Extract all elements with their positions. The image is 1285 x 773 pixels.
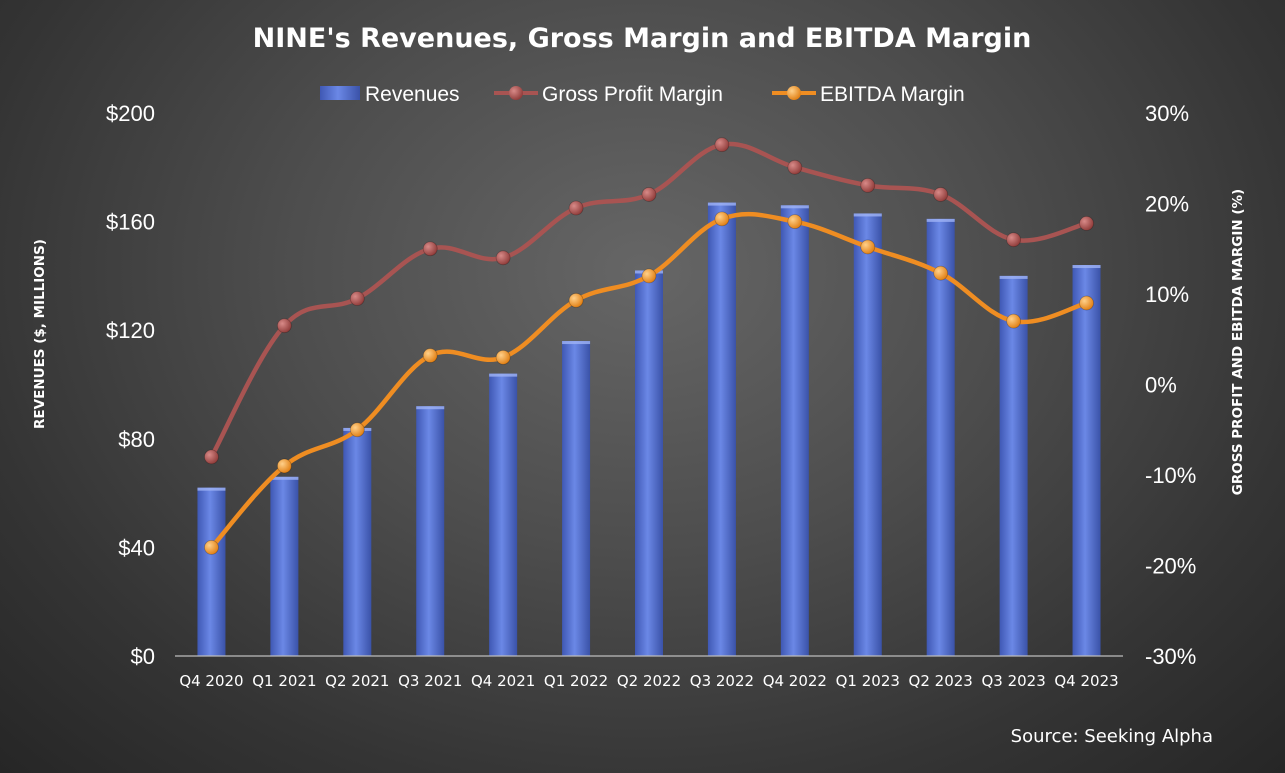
bar-revenues-cap <box>1072 265 1101 269</box>
point-gross-margin <box>641 187 657 202</box>
x-tick-label: Q4 2021 <box>471 672 535 690</box>
point-ebitda-margin <box>641 268 657 284</box>
bar-revenues-cap <box>999 275 1028 279</box>
bar-revenues <box>780 205 809 656</box>
bar-revenues <box>926 218 955 656</box>
point-ebitda-margin <box>860 239 876 255</box>
x-tick-label: Q3 2023 <box>981 672 1045 690</box>
x-tick-label: Q2 2022 <box>617 672 681 690</box>
bar-revenues-cap <box>707 202 736 206</box>
source-note: Source: Seeking Alpha <box>1011 726 1213 747</box>
x-tick-label: Q1 2021 <box>252 672 316 690</box>
bar-revenues <box>197 487 226 656</box>
x-tick-label: Q1 2023 <box>836 672 900 690</box>
legend-label-revenues: Revenues <box>365 83 460 106</box>
bar-revenues <box>635 270 663 656</box>
point-gross-margin <box>276 318 292 334</box>
bar-revenues <box>1072 265 1101 656</box>
y2-axis-title: GROSS PROFIT AND EBITDA MARGIN (%) <box>1230 189 1246 495</box>
y2-tick-label: -30% <box>1145 644 1196 669</box>
point-gross-margin <box>860 177 876 193</box>
point-ebitda-margin <box>422 348 438 363</box>
bar-revenues <box>853 213 882 656</box>
y-tick-label: $160 <box>106 210 155 235</box>
y2-tick-label: 20% <box>1145 192 1189 217</box>
point-gross-margin <box>495 250 511 266</box>
bar-revenues-cap <box>926 218 955 222</box>
y-axis-title: REVENUES ($, MILLIONS) <box>32 239 48 429</box>
point-ebitda-margin <box>495 349 511 365</box>
bar-revenues-cap <box>853 213 882 217</box>
y2-tick-label: 30% <box>1145 101 1189 126</box>
plot-area: $0 $40 $80 $120 $160 $200 -30% -20% -10% 0% 10% 20%… <box>106 101 1196 690</box>
bar-revenues-cap <box>780 205 809 209</box>
bar-revenues <box>489 373 518 656</box>
bar-revenues <box>343 427 372 656</box>
point-gross-margin <box>933 187 949 202</box>
bar-revenues-cap <box>416 406 445 410</box>
point-ebitda-margin <box>568 292 584 308</box>
bar-revenues <box>707 202 736 656</box>
bar-revenues <box>416 406 445 656</box>
y2-tick-label: -10% <box>1145 463 1196 488</box>
x-tick-label: Q2 2021 <box>325 672 389 690</box>
point-gross-margin <box>204 449 219 465</box>
point-ebitda-margin <box>349 422 365 438</box>
legend: Revenues Gross Profit Margin EBITDA Marg… <box>320 83 965 106</box>
bar-revenues-cap <box>562 341 591 345</box>
y-tick-label: $40 <box>118 535 155 560</box>
y2-tick-label: 0% <box>1145 373 1177 398</box>
point-ebitda-margin <box>933 265 949 281</box>
x-tick-label: Q4 2020 <box>179 672 243 690</box>
point-ebitda-margin <box>276 458 292 474</box>
x-tick-label: Q2 2023 <box>909 672 973 690</box>
legend-label-gross: Gross Profit Margin <box>542 83 723 106</box>
point-gross-margin <box>422 241 438 257</box>
point-gross-margin <box>568 200 584 216</box>
point-ebitda-margin <box>204 540 219 555</box>
legend-swatch-gross-marker <box>509 86 523 100</box>
legend-swatch-ebitda-marker <box>787 86 801 100</box>
bar-revenues-cap <box>197 487 226 491</box>
y-tick-label: $0 <box>131 644 155 669</box>
point-gross-margin <box>1006 232 1022 248</box>
point-gross-margin <box>787 159 803 175</box>
x-tick-label: Q3 2021 <box>398 672 462 690</box>
point-gross-margin <box>714 137 730 153</box>
bar-revenues <box>270 476 299 656</box>
legend-label-ebitda: EBITDA Margin <box>820 83 965 106</box>
bar-revenues-cap <box>270 476 299 480</box>
bar-revenues <box>562 341 591 656</box>
y-tick-label: $200 <box>106 101 155 126</box>
y2-tick-label: 10% <box>1145 282 1189 307</box>
y-tick-label: $120 <box>106 318 155 343</box>
x-tick-label: Q1 2022 <box>544 672 608 690</box>
point-ebitda-margin <box>787 214 803 230</box>
bar-revenues-cap <box>489 373 518 377</box>
point-gross-margin <box>1079 216 1094 231</box>
point-ebitda-margin <box>1079 295 1094 311</box>
y-tick-label: $80 <box>118 427 155 452</box>
chart-title: NINE's Revenues, Gross Margin and EBITDA… <box>253 23 1032 54</box>
point-gross-margin <box>349 291 365 306</box>
x-tick-label: Q4 2023 <box>1054 672 1118 690</box>
x-tick-label: Q3 2022 <box>690 672 754 690</box>
legend-swatch-revenues <box>320 86 360 100</box>
y2-tick-label: -20% <box>1145 554 1196 579</box>
bar-revenues <box>999 275 1028 656</box>
point-ebitda-margin <box>1006 313 1022 329</box>
x-tick-label: Q4 2022 <box>763 672 827 690</box>
point-ebitda-margin <box>714 211 730 227</box>
